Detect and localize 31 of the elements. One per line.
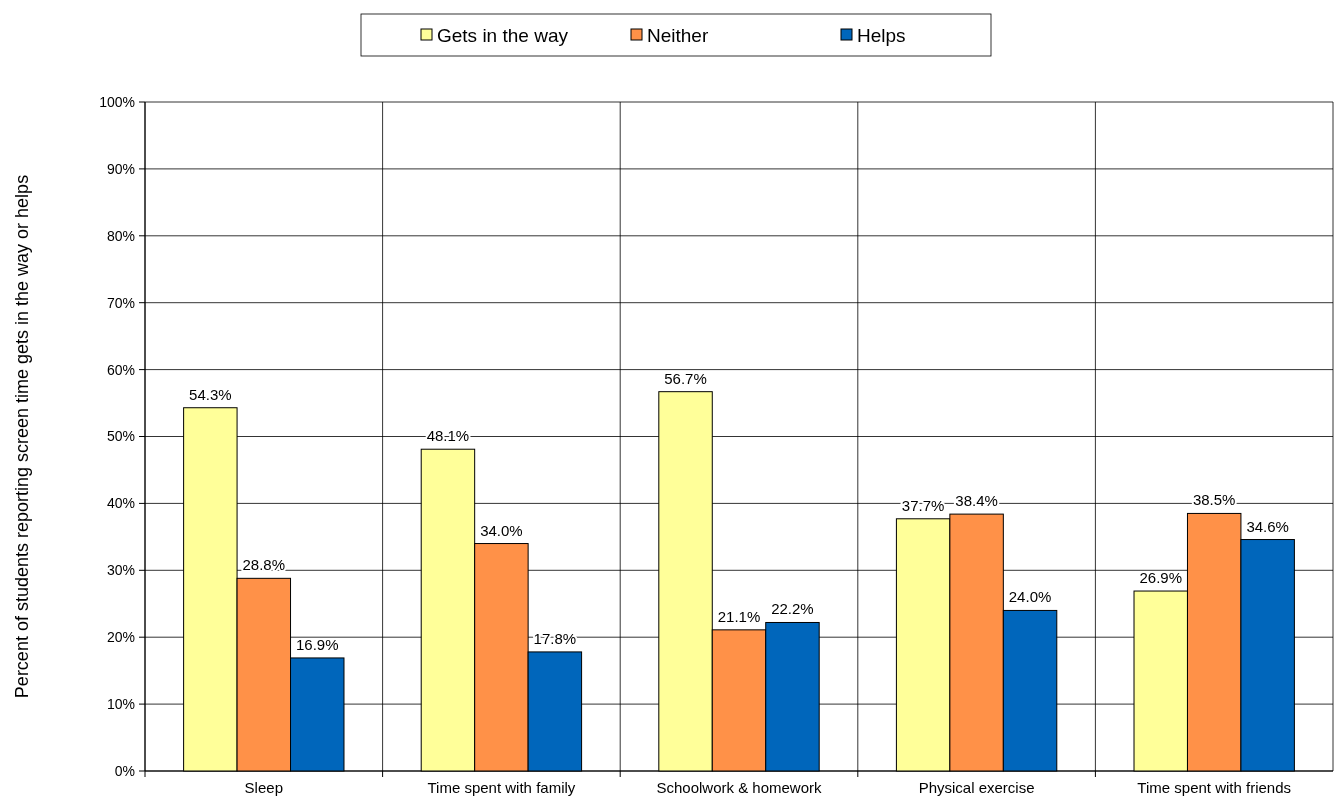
y-tick-label: 70% xyxy=(106,294,135,311)
x-tick-label: Schoolwork & homework xyxy=(656,779,823,796)
y-tick-label: 20% xyxy=(106,629,135,646)
data-label: 22.2% xyxy=(771,600,814,618)
data-label: 26.9% xyxy=(1139,569,1183,587)
y-tick-label: 60% xyxy=(106,361,135,378)
y-tick-label: 10% xyxy=(106,696,135,712)
data-label: 28.8% xyxy=(242,556,286,574)
data-label: 54.3% xyxy=(189,385,232,403)
data-label: 17.8% xyxy=(533,629,577,647)
x-tick-label: Time spent with family xyxy=(427,779,576,796)
y-tick-label: 50% xyxy=(106,428,135,445)
y-tick-label: 100% xyxy=(99,93,135,110)
y-tick-label: 40% xyxy=(106,495,135,512)
y-tick-label: 0% xyxy=(114,762,135,779)
x-tick-label: Time spent with friends xyxy=(1137,779,1292,796)
data-label: 16.9% xyxy=(295,635,339,653)
data-label: 34.0% xyxy=(480,521,523,539)
data-label: 24.0% xyxy=(1008,588,1052,606)
data-label: 34.6% xyxy=(1246,517,1289,535)
y-tick-label: 30% xyxy=(106,562,135,579)
legend-label: Neither xyxy=(647,24,709,46)
y-axis-title: Percent of students reporting screen time gets in the way or helps xyxy=(12,174,32,699)
data-label: 56.7% xyxy=(664,369,707,387)
legend-label: Gets in the way xyxy=(437,24,569,46)
x-tick-label: Physical exercise xyxy=(918,779,1035,796)
legend-label: Helps xyxy=(857,24,906,46)
data-label: 21.1% xyxy=(717,607,761,625)
y-tick-label: 80% xyxy=(106,227,135,244)
x-tick-label: Sleep xyxy=(244,779,283,796)
y-tick-label: 90% xyxy=(106,160,135,177)
